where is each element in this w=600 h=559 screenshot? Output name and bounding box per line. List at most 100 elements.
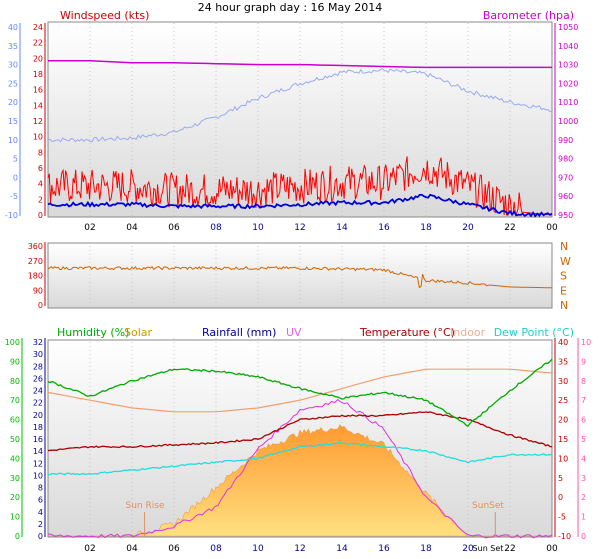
wind-x-tick: 12 <box>294 223 305 233</box>
solar-label: Solar <box>124 326 153 339</box>
compass-label: N <box>560 299 568 312</box>
direction-axis-tick: 90 <box>33 286 43 295</box>
wind-direction-series <box>47 265 552 289</box>
temperature-axis-tick: 10 <box>558 454 568 463</box>
barometer-axis-tick: 990 <box>558 136 573 145</box>
direction-panel <box>47 242 553 309</box>
windspeed-axis-tick: 8 <box>38 148 43 157</box>
rainfall-axis-tick: 2 <box>38 520 43 529</box>
rainfall-axis-tick: 26 <box>33 374 43 383</box>
rainfall-axis-tick: 28 <box>33 362 43 371</box>
climate-x-tick: 02 <box>84 544 95 554</box>
left-outer-axis-tick: 20 <box>8 98 18 107</box>
temperature-axis-tick: 0 <box>558 493 563 502</box>
barometer-series <box>48 60 552 69</box>
left-outer-axis-tick: 35 <box>8 42 18 51</box>
barometer-axis-tick: 1010 <box>558 98 578 107</box>
x-axis-ticks: 02 04 06 08 10 12 14 16 18 20 22 00 02 04 06 08 10 12 14 16… <box>84 223 558 554</box>
windspeed-axis-tick: 4 <box>38 180 43 189</box>
rainfall-axis-tick: 30 <box>33 350 43 359</box>
uv-axis-tick: 9 <box>581 357 586 366</box>
windspeed-axis-tick: 14 <box>33 101 43 110</box>
barometer-axis-tick: 970 <box>558 173 573 182</box>
climate-x-tick: 08 <box>210 544 222 554</box>
uv-axis-tick: 8 <box>581 377 586 386</box>
indoor-series <box>47 368 553 413</box>
compass-label: W <box>560 255 571 268</box>
barometer-axis-tick: 1020 <box>558 79 578 88</box>
axes: -10-505101520253035400246810121416182022… <box>5 23 591 541</box>
left-outer-axis-tick: -5 <box>10 192 18 201</box>
humidity-axis-tick: 10 <box>10 513 20 522</box>
windspeed-axis-tick: 0 <box>38 211 43 220</box>
uv-axis-tick: 0 <box>581 532 586 541</box>
rainfall-axis-tick: 22 <box>33 399 43 408</box>
wind-x-tick: 08 <box>210 223 222 233</box>
sunset-annotation: SunSet <box>472 501 504 511</box>
climate-x-tick: 18 <box>420 544 432 554</box>
direction-axis-tick: 180 <box>28 272 43 281</box>
rainfall-axis-tick: 18 <box>33 423 43 432</box>
direction-axis-tick: 0 <box>38 301 43 310</box>
climate-x-tick: 20 <box>462 544 474 554</box>
direction-axis-tick: 270 <box>28 257 43 266</box>
climate-x-tick: 04 <box>126 544 138 554</box>
sunrise-annotation: Sun Rise <box>126 501 165 511</box>
barometer-axis-tick: 1000 <box>558 117 578 126</box>
climate-x-tick: 14 <box>336 544 348 554</box>
humidity-axis-tick: 80 <box>10 377 20 386</box>
humidity-axis-tick: 70 <box>10 396 20 405</box>
windspeed-axis-tick: 24 <box>33 23 43 32</box>
temperature-label: Temperature (°C) <box>359 326 455 339</box>
rainfall-axis-tick: 12 <box>33 459 43 468</box>
indoor-label: Indoor <box>450 326 486 339</box>
windspeed-axis-tick: 16 <box>33 86 43 95</box>
direction-axis-tick: 360 <box>28 242 43 251</box>
temperature-axis-tick: 35 <box>558 357 568 366</box>
humidity-series <box>47 358 553 428</box>
barometer-axis-tick: 950 <box>558 211 573 220</box>
uv-axis-tick: 7 <box>581 396 586 405</box>
wind-blue-series <box>47 67 553 143</box>
wind-x-tick: 20 <box>462 223 474 233</box>
temperature-series <box>47 411 553 452</box>
uv-axis-tick: 3 <box>581 474 586 483</box>
rainfall-axis-tick: 6 <box>38 496 43 505</box>
humidity-axis-tick: 100 <box>5 338 20 347</box>
rainfall-axis-tick: 10 <box>33 471 43 480</box>
wind-x-tick: 04 <box>126 223 138 233</box>
temperature-axis-tick: -10 <box>558 532 571 541</box>
climate-x-tick: 10 <box>252 544 264 554</box>
rainfall-axis-tick: 0 <box>38 532 43 541</box>
rainfall-axis-tick: 4 <box>38 508 43 517</box>
wind-x-tick: 00 <box>546 223 558 233</box>
humidity-axis-tick: 60 <box>10 416 20 425</box>
grid-lines <box>89 23 511 537</box>
humidity-axis-tick: 30 <box>10 474 20 483</box>
uv-label: UV <box>286 326 302 339</box>
rainfall-axis-tick: 14 <box>33 447 43 456</box>
temperature-axis-tick: 25 <box>558 396 568 405</box>
barometer-axis-tick: 980 <box>558 155 573 164</box>
left-outer-axis-tick: -10 <box>5 211 18 220</box>
barometer-axis-tick: 1050 <box>558 23 578 32</box>
uv-series <box>47 398 553 539</box>
temperature-axis-tick: 40 <box>558 338 568 347</box>
wind-x-tick: 22 <box>504 223 515 233</box>
data-series <box>47 60 553 539</box>
barometer-axis-tick: 960 <box>558 192 573 201</box>
barometer-axis-tick: 1030 <box>558 61 578 70</box>
left-outer-axis-tick: 40 <box>8 23 18 32</box>
windspeed-label: Windspeed (kts) <box>60 9 149 22</box>
humidity-axis-tick: 50 <box>10 435 20 444</box>
barometer-axis-tick: 1040 <box>558 42 578 51</box>
wind-x-tick: 06 <box>168 223 180 233</box>
dewpoint-series <box>47 441 553 476</box>
windspeed-axis-tick: 2 <box>38 195 43 204</box>
windspeed-axis-tick: 20 <box>33 54 43 63</box>
uv-axis-tick: 1 <box>581 513 586 522</box>
humidity-axis-tick: 20 <box>10 493 20 502</box>
dewpoint-label: Dew Point (°C) <box>494 326 574 339</box>
